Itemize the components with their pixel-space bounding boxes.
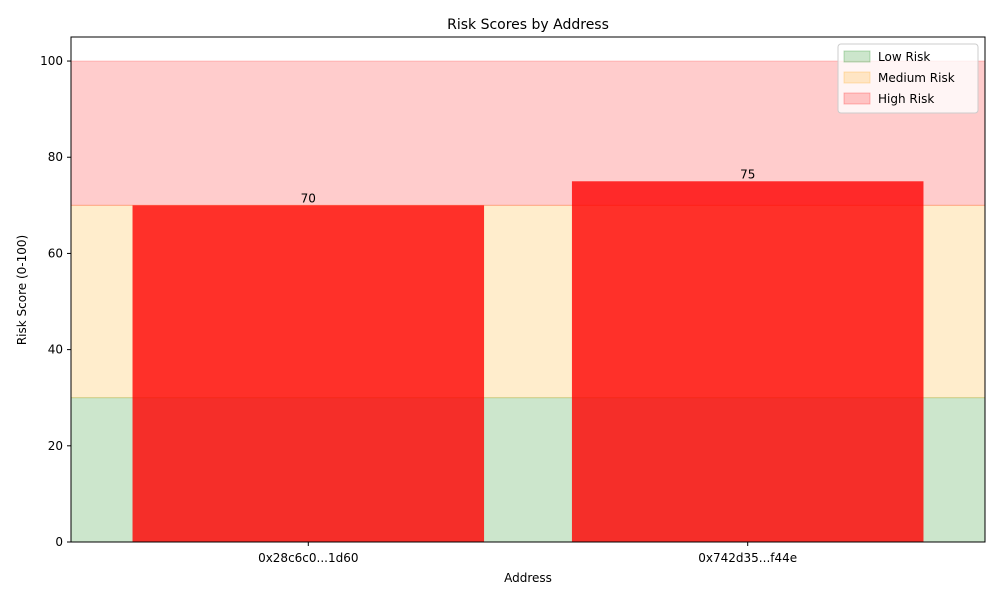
x-tick-label-2: 0x742d35...f44e [698, 551, 797, 565]
y-tick-label-5: 80 [48, 150, 63, 164]
legend-label-1: Low Risk [878, 50, 930, 64]
y-tick-label-1: 0 [55, 535, 63, 549]
y-axis-label: Risk Score (0-100) [15, 235, 29, 345]
y-tick-label-2: 20 [48, 439, 63, 453]
legend-label-2: Medium Risk [878, 71, 955, 85]
legend-frame [837, 43, 979, 114]
bar-value-label-1: 70 [301, 191, 316, 205]
x-axis: 0x28c6c0...1d60 0x742d35...f44e [258, 542, 797, 565]
bar-1 [132, 205, 485, 543]
x-axis-label: Address [504, 571, 552, 585]
y-tick-label-4: 60 [48, 246, 63, 260]
chart-title: Risk Scores by Address [447, 17, 609, 33]
bar-value-label-2: 75 [740, 167, 755, 181]
legend-swatch-2 [843, 71, 871, 84]
bar-value-labels: 70 75 [301, 167, 756, 205]
legend-swatch-3 [843, 92, 871, 105]
y-tick-label-3: 40 [48, 343, 63, 357]
x-tick-label-1: 0x28c6c0...1d60 [258, 551, 358, 565]
legend-swatch-1 [843, 50, 871, 63]
plot-frame [70, 36, 986, 543]
bar-2 [571, 181, 924, 543]
legend-label-3: High Risk [878, 92, 934, 106]
bars [132, 181, 924, 543]
y-tick-label-6: 100 [40, 54, 63, 68]
y-axis: 0 20 40 60 80 100 [40, 54, 71, 549]
legend: Low Risk Medium Risk High Risk [837, 43, 979, 114]
